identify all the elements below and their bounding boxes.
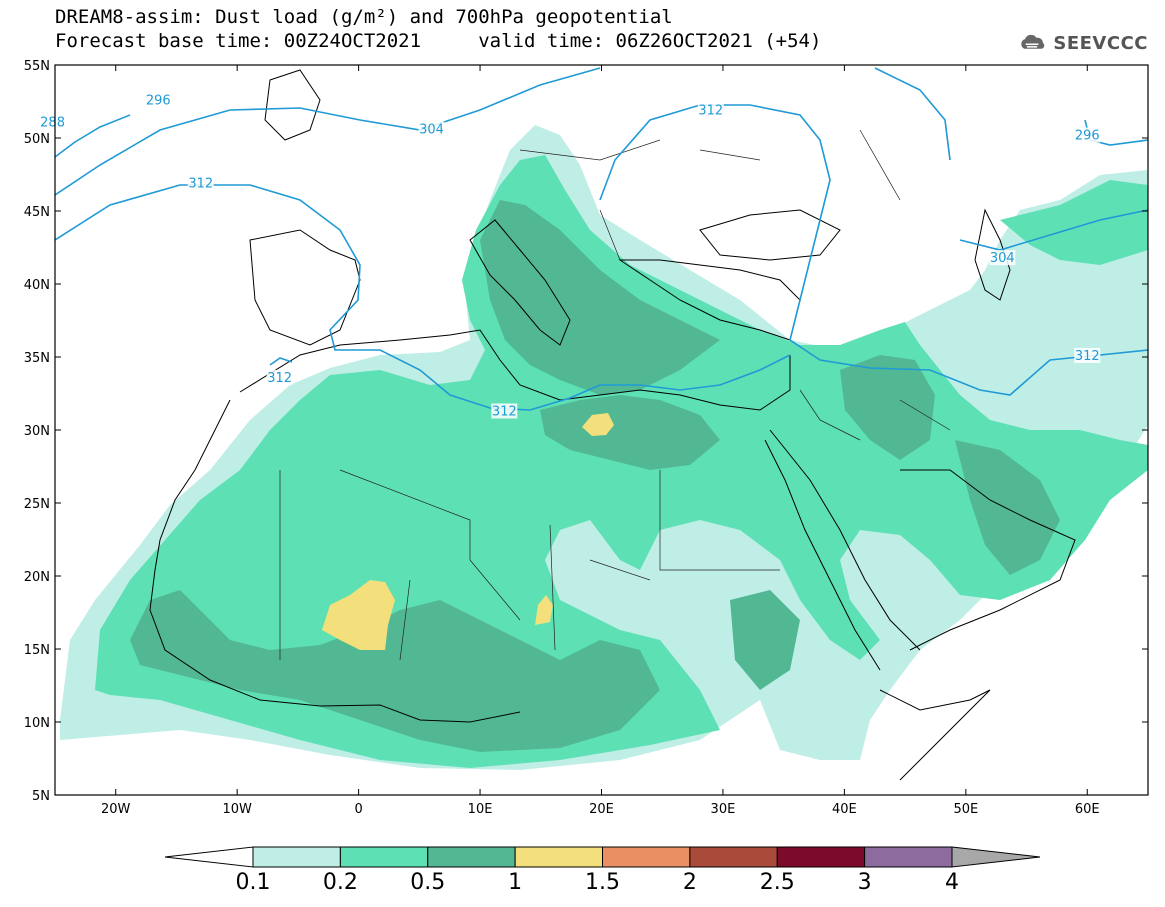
lon-tick-label: 40E: [832, 802, 857, 817]
isoline-label: 296: [146, 94, 171, 109]
axis-labels: 20W 10W 0 10E 20E 30E 40E 50E 60E 55N 50N 45N 40N 35N…: [24, 59, 1148, 817]
lat-tick-label: 40N: [24, 278, 50, 293]
colorbar-label: 0.1: [236, 870, 271, 895]
colorbar-box: [689, 846, 778, 868]
lon-tick-label: 50E: [953, 802, 978, 817]
coastline-west-africa: [149, 399, 521, 723]
dust-load-fields: [60, 125, 1148, 770]
lat-tick-label: 55N: [24, 59, 50, 74]
coastline-caspian: [974, 208, 1011, 301]
isoline-label-bg: [39, 114, 66, 130]
coastline-arabia: [900, 469, 1076, 651]
isoline-label-bg: [697, 102, 724, 118]
colorbar-box: [514, 846, 603, 868]
lat-tick-label: 5N: [32, 789, 50, 804]
isoline-label: 304: [990, 251, 1015, 266]
colorbar-box: [776, 846, 866, 868]
seevccc-logo: SEEVCCC: [1018, 28, 1148, 58]
colorbar-label: 0.2: [323, 870, 358, 895]
isoline-label-bg: [989, 250, 1016, 266]
coastline-black-sea: [699, 209, 841, 261]
isoline-312-west: [55, 184, 791, 411]
colorbar-box: [864, 846, 953, 868]
lon-tick-label: 10W: [222, 802, 252, 817]
isoline-label-bg: [187, 175, 214, 191]
border-lines: [279, 129, 951, 661]
isoline-label: 312: [492, 404, 517, 419]
isoline-label: 288: [40, 115, 65, 130]
lat-tick-label: 10N: [24, 716, 50, 731]
isoline-296-east: [874, 67, 951, 161]
colorbar-min-arrow: [164, 846, 254, 868]
lon-tick-label: 20W: [101, 802, 131, 817]
colorbar-label: 2.5: [760, 870, 795, 895]
isoline-label-bg: [491, 403, 518, 419]
colorbar-label: 1: [508, 870, 522, 895]
dust-band-dark: [130, 200, 1060, 752]
isoline-label: 312: [267, 371, 292, 386]
cloud-icon: [1021, 34, 1045, 49]
lat-tick-label: 20N: [24, 570, 50, 585]
dust-band-yellow-sahel: [322, 580, 395, 650]
coastline-iberia: [249, 229, 361, 346]
coastline-red-sea: [764, 429, 921, 671]
lon-tick-label: 30E: [711, 802, 736, 817]
coastline-med-south: [239, 329, 791, 411]
colorbar-max-arrow: [951, 846, 1041, 868]
colorbar-box: [252, 846, 341, 868]
colorbar-label: 4: [945, 870, 959, 895]
isoline-312-small: [269, 357, 293, 366]
isoline-label-bg: [266, 369, 293, 385]
isoline-label: 296: [1075, 129, 1100, 144]
colorbar-box: [339, 846, 429, 868]
map-subtitle-times: Forecast base time: 00Z24OCT2021 valid t…: [55, 30, 822, 52]
lat-tick-label: 15N: [24, 643, 50, 658]
isoline-label: 312: [698, 104, 723, 119]
lat-tick-label: 35N: [24, 351, 50, 366]
lon-tick-label: 0: [354, 802, 362, 817]
isoline-label-bg: [418, 121, 445, 137]
coastline-britain: [264, 69, 321, 141]
lat-tick-label: 50N: [24, 132, 50, 147]
colorbar-label: 3: [858, 870, 872, 895]
colorbar-label: 2: [683, 870, 697, 895]
isoline-label: 312: [1075, 349, 1100, 364]
coastline-horn-africa: [879, 689, 991, 781]
lat-tick-label: 25N: [24, 497, 50, 512]
coastline-italy: [469, 219, 571, 346]
isoline-label-bg: [1074, 348, 1101, 363]
lon-tick-label: 10E: [468, 802, 493, 817]
isoline-label: 304: [419, 123, 444, 138]
map-title: DREAM8-assim: Dust load (g/m²) and 700hP…: [55, 6, 673, 28]
isoline-304-east: [959, 209, 1148, 251]
lon-tick-label: 60E: [1075, 802, 1100, 817]
colorbar-box: [602, 846, 691, 868]
isoline-label: 312: [188, 177, 213, 192]
isoline-label-bg: [145, 92, 172, 108]
isoline-288: [55, 114, 131, 158]
colorbar: 0.1 0.2 0.5 1 1.5 2 2.5 3 4: [164, 846, 1041, 895]
colorbar-label: 0.5: [410, 870, 445, 895]
isoline-296: [55, 67, 601, 196]
lon-tick-label: 20E: [589, 802, 614, 817]
isoline-labels: 288 296 312 304 312 296 304 312 312 312: [39, 92, 1101, 419]
colorbar-label: 1.5: [585, 870, 620, 895]
dust-band-yellow-chad: [535, 595, 553, 625]
logo-text: SEEVCCC: [1053, 32, 1148, 54]
lat-tick-label: 45N: [24, 205, 50, 220]
colorbar-box: [427, 846, 516, 868]
lat-tick-label: 30N: [24, 424, 50, 439]
isoline-label-bg: [1074, 127, 1101, 143]
dust-band-yellow-libya: [582, 413, 614, 436]
